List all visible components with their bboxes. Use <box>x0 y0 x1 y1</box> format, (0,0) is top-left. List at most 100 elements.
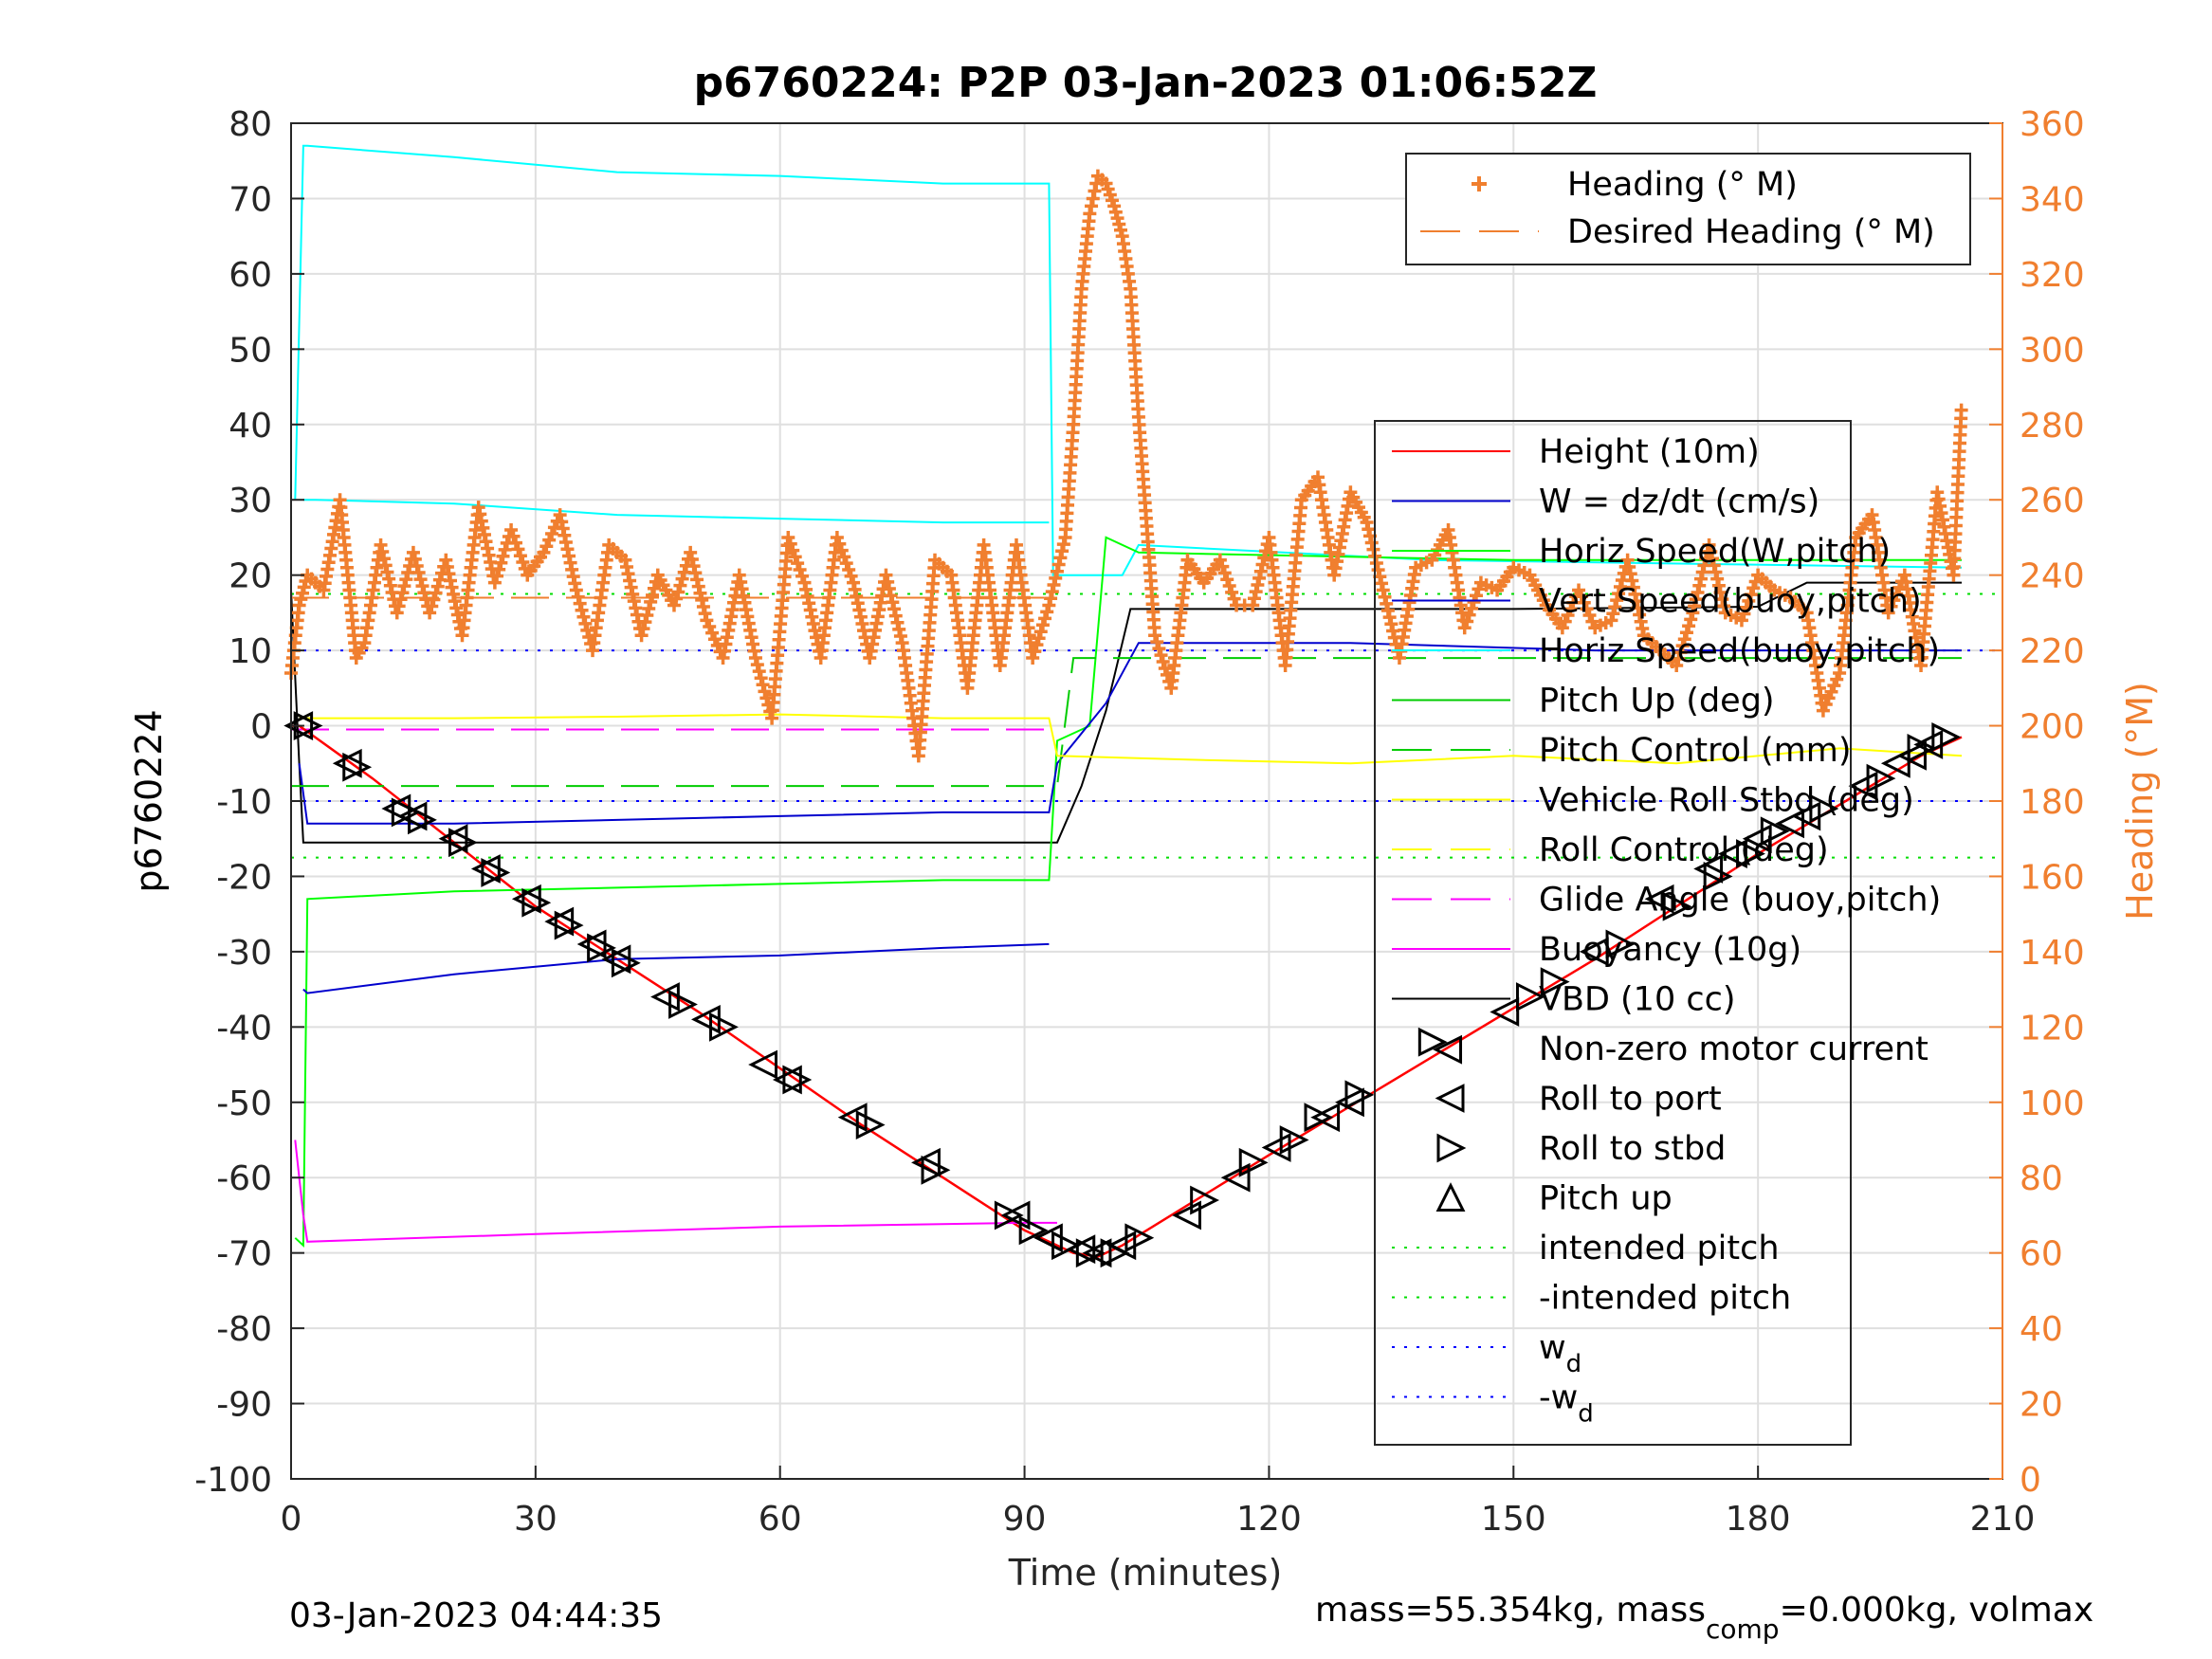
heading-point <box>498 542 512 556</box>
y2-tick-label: 160 <box>2020 858 2085 897</box>
roll-to-port-marker <box>772 1065 802 1095</box>
y-tick-label: -80 <box>216 1310 272 1349</box>
heading-point <box>644 594 658 609</box>
heading-point <box>390 606 404 620</box>
legend-label-text: Vehicle Roll Stbd (deg) <box>1539 782 1914 820</box>
heading-point <box>511 542 525 556</box>
y2-tick-label: 40 <box>2020 1310 2063 1349</box>
legend-label: Vehicle Roll Stbd (deg) <box>1539 782 1914 820</box>
heading-point <box>1156 655 1170 669</box>
legend-swatch <box>1436 1133 1467 1163</box>
heading-point <box>1152 642 1166 656</box>
roll-to-stbd-marker <box>1304 1103 1334 1133</box>
legend-label: W = dz/dt (cm/s) <box>1539 483 1819 521</box>
legend-label: Roll to port <box>1539 1081 1722 1119</box>
heading-point <box>1460 614 1474 629</box>
heading-point <box>573 596 587 611</box>
roll-to-stbd-marker <box>1075 1238 1106 1268</box>
heading-point <box>1824 684 1838 699</box>
roll-to-stbd-marker <box>1051 1231 1081 1261</box>
series-line <box>302 942 1050 994</box>
heading-point <box>1884 599 1898 613</box>
heading-point <box>1742 593 1756 608</box>
heading-point <box>703 619 717 633</box>
legend-label: Horiz Speed(buoy,pitch) <box>1539 632 1940 670</box>
legend-label: Glide Angle (buoy,pitch) <box>1539 882 1941 920</box>
legend-label-text: Glide Angle (buoy,pitch) <box>1539 882 1941 920</box>
y2-tick-label: 140 <box>2020 934 2085 973</box>
roll-to-stbd-marker <box>1809 793 1839 824</box>
legend-label: intended pitch <box>1539 1230 1780 1267</box>
legend-label-text: Vert Speed(buoy,pitch) <box>1539 583 1922 621</box>
chart-title: p6760224: P2P 03-Jan-2023 01:06:52Z <box>694 59 1598 107</box>
y-tick-label: 20 <box>229 557 272 596</box>
legend-swatch <box>1435 1182 1466 1212</box>
roll-to-stbd-marker <box>1190 1185 1220 1215</box>
heading-point <box>406 545 420 559</box>
legend-label: Pitch up <box>1539 1180 1673 1218</box>
legend-label: Buoyancy (10g) <box>1539 931 1801 969</box>
roll-to-stbd-marker <box>342 752 373 782</box>
heading-point <box>1827 679 1841 693</box>
heading-point <box>1821 691 1836 705</box>
y-tick-label: -60 <box>216 1159 272 1198</box>
roll-to-stbd-marker <box>587 933 616 963</box>
heading-point <box>642 601 656 615</box>
series-line <box>291 657 1962 788</box>
heading-point <box>669 592 684 606</box>
y-tick-label: -40 <box>216 1009 272 1048</box>
footer-mass: mass=55.354kg, masscomp=0.000kg, volmax <box>1315 1591 2093 1645</box>
heading-point <box>1739 600 1753 614</box>
heading-point <box>634 629 649 643</box>
roll-to-stbd-marker <box>391 797 421 828</box>
heading-point <box>756 678 770 692</box>
legend-label: Pitch Control (mm) <box>1539 732 1851 770</box>
footer-mass-sub: comp <box>1706 1613 1780 1645</box>
heading-point <box>1035 618 1050 632</box>
y2-tick-label: 60 <box>2020 1235 2063 1274</box>
series-lines <box>290 144 1963 1258</box>
heading-point <box>392 599 406 613</box>
x-tick-label: 150 <box>1481 1500 1546 1539</box>
roll-to-port-marker <box>1433 1034 1463 1065</box>
heading-point <box>1150 635 1164 649</box>
heading-point <box>1030 638 1044 652</box>
heading-point <box>830 530 844 544</box>
heading-point <box>793 562 807 576</box>
series-line <box>294 1139 1057 1243</box>
y-tick-label: -30 <box>216 934 272 973</box>
roll-to-stbd-marker <box>994 1200 1024 1231</box>
heading-point <box>1148 629 1162 643</box>
heading-point <box>425 599 439 613</box>
legend-label-text: Roll Control (deg) <box>1539 831 1829 869</box>
heading-point <box>1577 595 1591 610</box>
y-tick-label: -70 <box>216 1235 272 1274</box>
heading-point <box>844 569 858 583</box>
heading-point <box>786 543 800 557</box>
roll-to-stbd-marker <box>1238 1147 1269 1177</box>
heading-point <box>429 586 443 600</box>
heading-point <box>1158 661 1172 675</box>
roll-to-stbd-marker <box>481 858 511 887</box>
roll-to-port-marker <box>1775 809 1805 839</box>
roll-to-stbd-marker <box>1100 1238 1130 1268</box>
heading-point <box>700 613 714 628</box>
heading-point <box>537 545 551 559</box>
y2-tick-label: 0 <box>2020 1461 2041 1500</box>
legend-label: Roll Control (deg) <box>1539 831 1829 869</box>
roll-to-stbd-marker <box>521 887 552 918</box>
legend-label-text: intended pitch <box>1539 1230 1780 1267</box>
heading-point <box>487 575 502 590</box>
legend-label-text: -intended pitch <box>1539 1280 1791 1318</box>
legend-label: Height (10m) <box>1539 433 1760 471</box>
heading-point <box>1216 559 1230 574</box>
y2-tick-label: 340 <box>2020 180 2085 219</box>
heading-point <box>748 651 762 665</box>
y2-tick-label: 80 <box>2020 1159 2063 1198</box>
heading-point <box>427 592 441 607</box>
heading-point <box>423 606 437 620</box>
heading-point <box>513 549 527 563</box>
heading-point <box>1734 613 1748 628</box>
roll-to-port-marker <box>1082 1238 1112 1268</box>
